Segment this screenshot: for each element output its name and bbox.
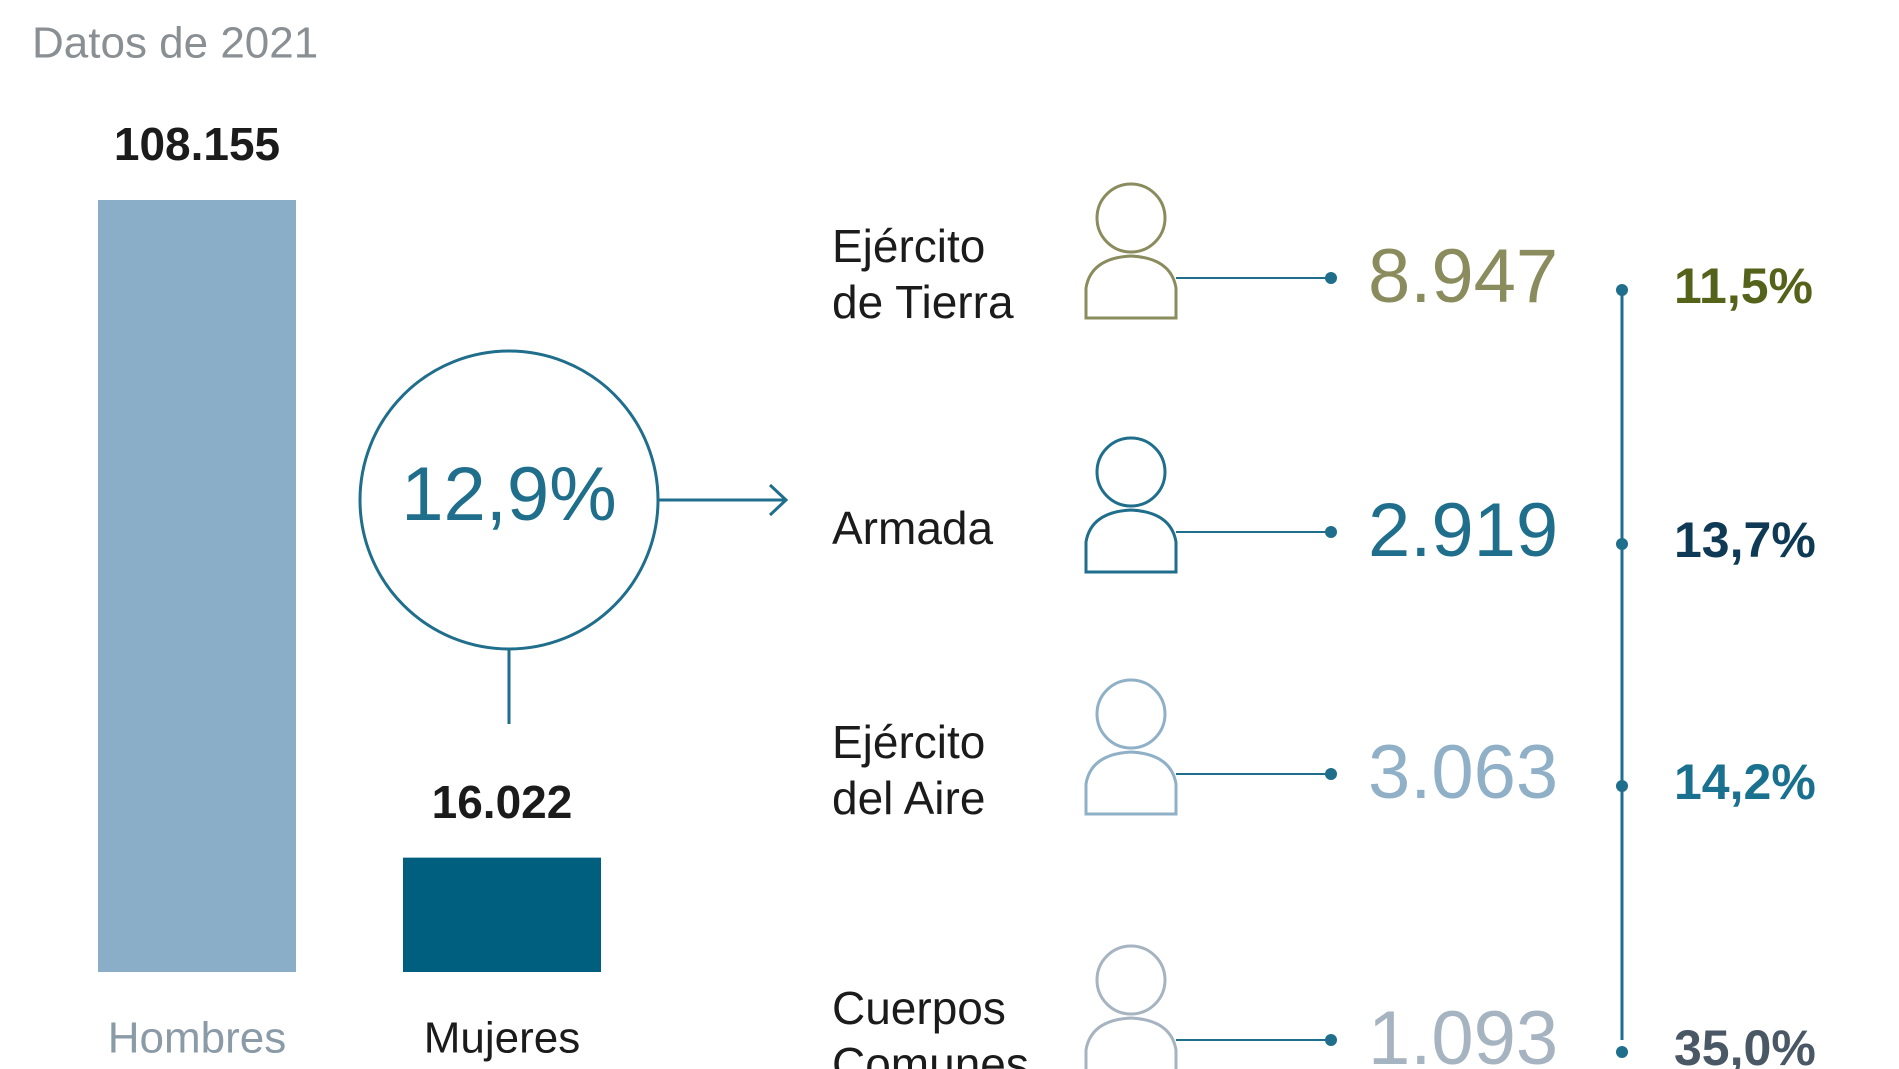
- value-label: 16.022: [432, 776, 573, 828]
- icon-body: [1084, 750, 1178, 816]
- category-label: Mujeres: [424, 1014, 581, 1063]
- branch-name: Ejército: [832, 220, 985, 272]
- branch-name: Comunes: [832, 1038, 1029, 1069]
- branch-value: 3.063: [1368, 730, 1558, 815]
- branch-value: 1.093: [1368, 996, 1558, 1069]
- spine-dot: [1616, 538, 1628, 550]
- branch-dot: [1325, 768, 1337, 780]
- branch-dot: [1325, 526, 1337, 538]
- branch-name: Armada: [832, 502, 993, 554]
- branch-name: Cuerpos: [832, 982, 1006, 1034]
- icon-head: [1095, 678, 1167, 750]
- arrow-head: [768, 483, 789, 517]
- branch-percent: 11,5%: [1674, 258, 1813, 314]
- branch-value: 2.919: [1368, 488, 1558, 573]
- share-label: 12,9%: [401, 452, 617, 537]
- branch-name: del Aire: [832, 772, 985, 824]
- spine-dot: [1616, 1046, 1628, 1058]
- bar: [98, 200, 296, 972]
- spine-dot: [1616, 780, 1628, 792]
- icon-body: [1084, 508, 1178, 574]
- spine-dot: [1616, 284, 1628, 296]
- branch-dot: [1325, 1034, 1337, 1046]
- branch-percent: 35,0%: [1674, 1020, 1816, 1069]
- branch-name: de Tierra: [832, 276, 1014, 328]
- icon-head: [1095, 182, 1167, 254]
- branch-dot: [1325, 272, 1337, 284]
- bar: [403, 857, 601, 972]
- value-label: 108.155: [114, 118, 280, 170]
- icon-head: [1095, 944, 1167, 1016]
- icon-head: [1095, 436, 1167, 508]
- branch-name: Ejército: [832, 716, 985, 768]
- branch-percent: 14,2%: [1674, 754, 1816, 810]
- icon-body: [1084, 254, 1178, 320]
- branch-value: 8.947: [1368, 234, 1558, 319]
- subtitle: Datos de 2021: [32, 19, 318, 68]
- category-label: Hombres: [108, 1014, 287, 1063]
- icon-body: [1084, 1016, 1178, 1069]
- branch-percent: 13,7%: [1674, 512, 1816, 568]
